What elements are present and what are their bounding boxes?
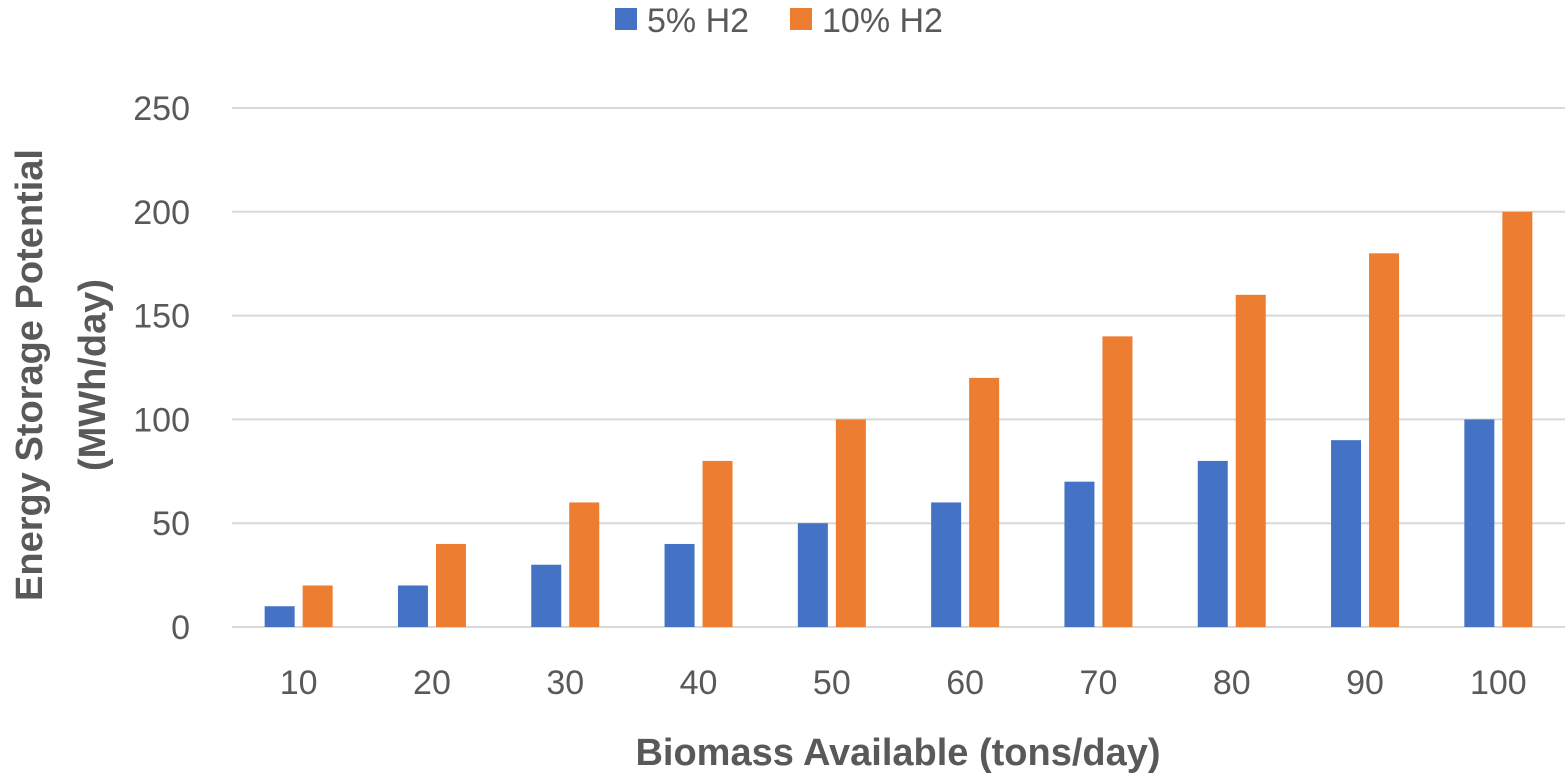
- x-tick-label: 60: [946, 664, 984, 702]
- legend-label: 5% H2: [647, 2, 749, 40]
- x-tick-label: 70: [1080, 664, 1118, 702]
- x-tick-label: 10: [280, 664, 318, 702]
- y-axis-title: Energy Storage Potential (MWh/day): [9, 149, 114, 601]
- legend-swatch: [615, 8, 637, 30]
- bar-series-1: [931, 502, 962, 627]
- y-axis-title-line-2: (MWh/day): [72, 279, 114, 471]
- x-axis-title: Biomass Available (tons/day): [635, 732, 1160, 774]
- bar-series-1: [1064, 481, 1095, 627]
- bar-series-1: [1197, 460, 1228, 627]
- x-tick-label: 50: [813, 664, 851, 702]
- x-axis-ticks: 10 20 30 40 50 60 70 80 90 100: [280, 664, 1527, 702]
- bar-series-2: [1369, 253, 1400, 627]
- bar-series-1: [1331, 440, 1362, 627]
- bar-series-2: [1102, 336, 1133, 627]
- bar-series-2: [969, 377, 1000, 627]
- legend-label: 10% H2: [822, 2, 943, 40]
- x-tick-label: 80: [1213, 664, 1251, 702]
- gridlines: [232, 107, 1565, 628]
- x-tick-label: 20: [413, 664, 451, 702]
- bar-series-1: [264, 606, 295, 627]
- y-tick-label: 150: [133, 298, 190, 336]
- y-tick-label: 50: [152, 505, 190, 543]
- bar-series-1: [1464, 419, 1495, 627]
- x-tick-label: 40: [680, 664, 718, 702]
- y-tick-label: 0: [171, 609, 190, 647]
- y-tick-label: 250: [133, 90, 190, 128]
- bar-series-1: [797, 523, 828, 627]
- legend: 5% H2 10% H2: [615, 2, 943, 40]
- y-tick-label: 100: [133, 401, 190, 439]
- x-tick-label: 100: [1470, 664, 1527, 702]
- bar-series-2: [835, 419, 866, 627]
- bar-series-2: [435, 543, 466, 627]
- bar-series-1: [664, 543, 695, 627]
- x-tick-label: 30: [546, 664, 584, 702]
- y-tick-label: 200: [133, 194, 190, 232]
- bar-series-2: [1235, 294, 1266, 627]
- bar-series-2: [1502, 211, 1533, 628]
- bar-series-2: [569, 502, 600, 627]
- bar-series-1: [397, 585, 428, 627]
- x-tick-label: 90: [1346, 664, 1384, 702]
- bar-series-2: [302, 585, 333, 627]
- legend-swatch: [790, 8, 812, 30]
- bar-series-1: [531, 564, 562, 627]
- y-axis-ticks: 0 50 100 150 200 250: [133, 90, 190, 647]
- bars: [264, 211, 1533, 628]
- bar-series-2: [702, 460, 733, 627]
- y-axis-title-line-1: Energy Storage Potential: [9, 149, 51, 601]
